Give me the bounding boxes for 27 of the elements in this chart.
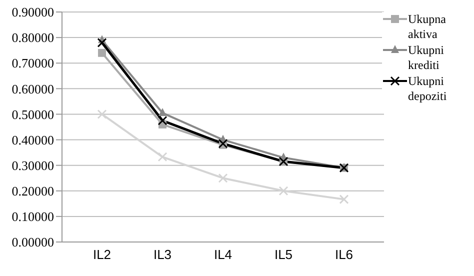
point bbox=[158, 152, 168, 162]
legend-label: Ukupni krediti bbox=[408, 43, 445, 73]
y-tick-label: 0.40000 bbox=[12, 132, 54, 148]
y-tick-label: 0.10000 bbox=[12, 209, 54, 224]
legend-label: Ukupna aktiva bbox=[408, 12, 447, 42]
point bbox=[218, 173, 228, 183]
point bbox=[97, 109, 107, 119]
x-tick-label: IL4 bbox=[214, 247, 232, 262]
x-tick-label: IL5 bbox=[274, 247, 293, 262]
point bbox=[98, 48, 106, 57]
y-tick-label: 0.90000 bbox=[12, 4, 54, 20]
y-tick-label: 0.60000 bbox=[12, 81, 54, 96]
legend-label: Ukupni depoziti bbox=[408, 74, 448, 104]
point bbox=[158, 116, 168, 126]
y-tick-label: 0.30000 bbox=[12, 158, 54, 173]
x-tick-label: IL6 bbox=[334, 247, 354, 262]
y-tick-label: 0.70000 bbox=[12, 56, 54, 71]
x-tick-label: IL3 bbox=[153, 247, 172, 262]
y-tick-label: 0.50000 bbox=[12, 106, 54, 122]
y-tick-label: 0.20000 bbox=[12, 184, 54, 199]
y-tick-label: 0.00000 bbox=[12, 234, 54, 250]
point bbox=[158, 108, 166, 116]
y-tick-label: 0.80000 bbox=[12, 30, 54, 46]
point bbox=[97, 38, 107, 48]
x-tick-label: IL2 bbox=[92, 247, 112, 262]
point bbox=[278, 186, 288, 196]
point bbox=[339, 194, 349, 204]
